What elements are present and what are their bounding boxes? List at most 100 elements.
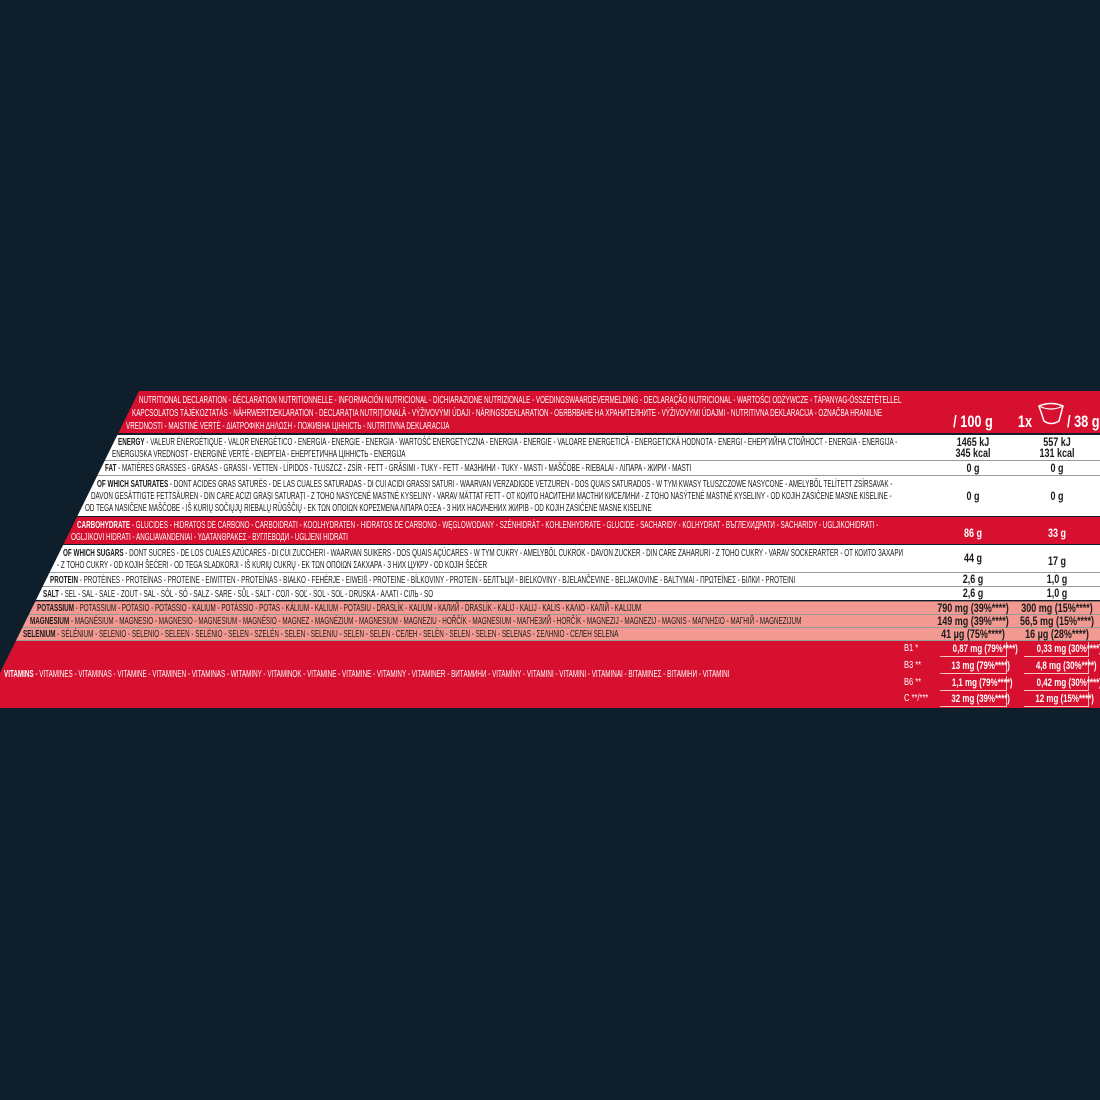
row-translations: - GLUCIDES - HIDRATOS DE CARBONO - CARBO…	[130, 519, 879, 531]
value-text: 12 mg (15%****)	[1035, 693, 1094, 705]
header-line: VREDNOSTI - MAISTINĖ VERTĖ - ΔΙΑΤΡΟΦΙΚΗ …	[125, 420, 450, 432]
salt-100g: 2,6 g	[962, 586, 984, 600]
row-text: VITAMINS - VITAMINES - VITAMINAS - VITAM…	[4, 668, 729, 680]
vitamin-c-portion: 12 mg (15%****)	[1024, 692, 1094, 707]
salt-portion: 1,0 g	[1046, 586, 1068, 600]
fat-portion: 0 g	[1050, 461, 1064, 475]
row-text: OF WHICH SATURATES - DONT ACIDES GRAS SA…	[97, 478, 892, 490]
saturates-portion: 0 g	[1050, 489, 1064, 503]
selenium-row: SELENIUM - SÉLÉNIUM - SELENIO - SELENIO …	[0, 628, 1100, 641]
row-text: POTASSIUM - POTASSIUM - POTASIO - POTASS…	[37, 602, 641, 614]
salt-row: SALT - SEL - SAL - SALE - ZOUT - SAL - S…	[0, 587, 1100, 600]
saturates-row: OF WHICH SATURATES - DONT ACIDES GRAS SA…	[0, 476, 1100, 516]
row-text: DAVON GESÄTTIGTE FETTSÄUREN - DIN CARE A…	[91, 490, 892, 502]
protein-portion: 1,0 g	[1046, 572, 1068, 586]
value-text: 4,8 mg (30%****)	[1035, 660, 1097, 672]
sugars-portion: 17 g	[1047, 554, 1066, 568]
row-text: ENERGY - VALEUR ÉNERGÉTIQUE - VALOR ENER…	[118, 436, 897, 448]
vitamin-b1-100g: 0,87 mg (79%****)	[940, 642, 1018, 657]
row-translations: - POTASSIUM - POTASIO - POTASSIO - KALIU…	[73, 602, 641, 614]
potassium-row: POTASSIUM - POTASSIUM - POTASIO - POTASS…	[0, 601, 1100, 615]
slanted-edge-decoration	[0, 385, 142, 673]
vitamin-name: B6 **	[904, 677, 922, 688]
vitamin-b3-portion: 4,8 mg (30%****)	[1024, 659, 1097, 674]
value-text: 1,1 mg (79%****)	[951, 677, 1013, 689]
row-text: - Z TOHO CUKRY - OD KOJIH ŠEĆERI - OD TE…	[57, 559, 488, 571]
row-label: FAT	[105, 462, 117, 474]
row-text: CARBOHYDRATE - GLUCIDES - HIDRATOS DE CA…	[77, 519, 878, 531]
row-label: POTASSIUM	[36, 602, 74, 614]
saturates-100g: 0 g	[966, 489, 980, 503]
row-label: SALT	[42, 588, 59, 600]
carbohydrate-100g: 86 g	[963, 526, 982, 540]
row-text: ENERGIJSKA VREDNOST - ENERGINĖ VERTĖ - Ε…	[111, 448, 406, 460]
row-text: OD TEGA NASIČENE MAŠČOBE - IŠ KURIŲ SOČI…	[85, 502, 653, 514]
fat-100g: 0 g	[966, 461, 980, 475]
row-text: OGLJIKOVI HIDRATI - ANGLIAVANDENIAI - ΥΔ…	[71, 531, 348, 543]
header-row: NUTRITIONAL DECLARATION - DÉCLARATION NU…	[0, 391, 1100, 433]
value-text: 0,33 mg (30%****)	[1036, 643, 1100, 655]
header-line: KAPCSOLATOS TÁJÉKOZTATÁS - NÄHRWERTDEKLA…	[132, 407, 883, 419]
portion-count: 1x	[1017, 412, 1033, 431]
row-label: SELENIUM	[23, 628, 56, 640]
row-translations: - PROTÉINES - PROTEÍNAS - PROTEINE - EIW…	[77, 574, 796, 586]
sugars-100g: 44 g	[963, 551, 982, 565]
row-translations: - VALEUR ÉNERGÉTIQUE - VALOR ENERGÉTICO …	[144, 436, 898, 448]
row-translations: - VITAMINES - VITAMINAS - VITAMINE - VIT…	[33, 668, 730, 680]
magnesium-100g: 149 mg (39%****)	[937, 614, 1009, 628]
value-text: 0,87 mg (79%****)	[952, 643, 1018, 655]
row-text: SELENIUM - SÉLÉNIUM - SELENIO - SELENIO …	[23, 628, 618, 640]
row-translations: - SÉLÉNIUM - SELENIO - SELENIO - SELEEN …	[55, 628, 619, 640]
sugars-row: OF WHICH SUGARS - DONT SUCRES - DE LOS C…	[0, 545, 1100, 573]
vitamin-name: B3 **	[904, 660, 922, 671]
energy-portion-kcal: 131 kcal	[1039, 446, 1075, 460]
row-text: FAT - MATIÈRES GRASSES - GRASAS - GRASSI…	[105, 462, 691, 474]
vitamin-b6-portion: 0,42 mg (30%****)	[1024, 676, 1100, 691]
vitamin-name: B1 *	[904, 643, 919, 654]
potassium-100g: 790 mg (39%****)	[937, 601, 1009, 615]
row-translations: - MATIÈRES GRASSES - GRASAS - GRASSI - V…	[116, 462, 692, 474]
row-label: OF WHICH SATURATES	[97, 478, 169, 490]
header-line: NUTRITIONAL DECLARATION - DÉCLARATION NU…	[138, 394, 902, 406]
value-text: 32 mg (39%****)	[951, 693, 1010, 705]
vitamin-b6-100g: 1,1 mg (79%****)	[940, 676, 1013, 691]
row-label: MAGNESIUM	[29, 615, 69, 627]
row-label: VITAMINS	[4, 668, 34, 680]
energy-100g-kcal: 345 kcal	[955, 446, 991, 460]
row-label: PROTEIN	[49, 574, 78, 586]
vitamin-c-100g: 32 mg (39%****)	[940, 692, 1010, 707]
row-text: MAGNESIUM - MAGNÉSIUM - MAGNESIO - MAGNE…	[30, 615, 801, 627]
row-translations: - SEL - SAL - SALE - ZOUT - SAL - SÓL - …	[58, 588, 434, 600]
row-text: PROTEIN - PROTÉINES - PROTEÍNAS - PROTEI…	[50, 574, 795, 586]
magnesium-portion: 56,5 mg (15%****)	[1019, 614, 1095, 628]
carbohydrate-portion: 33 g	[1047, 526, 1066, 540]
bowl-icon	[1038, 402, 1064, 425]
row-translations: - MAGNÉSIUM - MAGNESIO - MAGNESIO - MAGN…	[68, 615, 801, 627]
potassium-portion: 300 mg (15%****)	[1021, 601, 1093, 615]
row-label: OF WHICH SUGARS	[63, 547, 124, 559]
protein-row: PROTEIN - PROTÉINES - PROTEÍNAS - PROTEI…	[0, 573, 1100, 587]
per-portion-header: / 38 g	[1067, 412, 1100, 431]
selenium-100g: 41 µg (75%****)	[941, 627, 1005, 641]
vitamin-b3-100g: 13 mg (79%****)	[940, 659, 1010, 674]
energy-row: ENERGY - VALEUR ÉNERGÉTIQUE - VALOR ENER…	[0, 435, 1100, 461]
energy-portion-kj: 557 kJ	[1043, 435, 1071, 449]
value-text: 13 mg (79%****)	[951, 660, 1010, 672]
energy-100g-kj: 1465 kJ	[956, 435, 990, 449]
row-translations: - DONT ACIDES GRAS SATURÉS - DE LAS CUAL…	[168, 478, 893, 490]
vitamin-b1-portion: 0,33 mg (30%****)	[1024, 642, 1100, 657]
vitamins-row: VITAMINS - VITAMINES - VITAMINAS - VITAM…	[0, 641, 1100, 708]
selenium-portion: 16 µg (28%****)	[1025, 627, 1089, 641]
carbohydrate-row: CARBOHYDRATE - GLUCIDES - HIDRATOS DE CA…	[0, 517, 1100, 544]
row-translations: - DONT SUCRES - DE LOS CUALES AZÚCARES -…	[123, 547, 904, 559]
vitamin-name: C **/***	[904, 693, 929, 704]
protein-100g: 2,6 g	[962, 572, 984, 586]
per-100g-header: / 100 g	[953, 412, 993, 431]
row-label: ENERGY	[117, 436, 145, 448]
value-text: 0,42 mg (30%****)	[1036, 677, 1100, 689]
row-text: SALT - SEL - SAL - SALE - ZOUT - SAL - S…	[43, 588, 433, 600]
magnesium-row: MAGNESIUM - MAGNÉSIUM - MAGNESIO - MAGNE…	[0, 615, 1100, 628]
fat-row: FAT - MATIÈRES GRASSES - GRASAS - GRASSI…	[0, 461, 1100, 476]
row-text: OF WHICH SUGARS - DONT SUCRES - DE LOS C…	[63, 547, 903, 559]
row-label: CARBOHYDRATE	[76, 519, 131, 531]
